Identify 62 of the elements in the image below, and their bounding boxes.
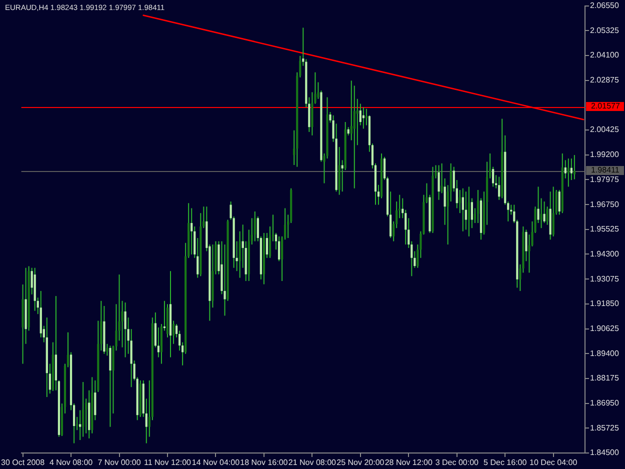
x-tick-label: 4 Nov 08:00 [49, 458, 94, 468]
x-tick-label: 10 Dec 04:00 [530, 458, 578, 468]
y-tick-label: 1.96750 [590, 200, 620, 209]
x-tick-label: 25 Nov 20:00 [336, 458, 385, 468]
x-tick-label: 14 Nov 04:00 [192, 458, 240, 468]
candlestick [94, 380, 96, 421]
y-tick-label: 1.99200 [590, 150, 620, 160]
y-tick-label: 1.85725 [590, 423, 620, 432]
y-tick-label: 1.91850 [590, 299, 620, 308]
candlestick [341, 160, 344, 192]
candlestick [76, 416, 78, 431]
candlestick [190, 208, 193, 255]
y-tick-label: 1.88175 [590, 374, 620, 383]
y-tick-label: 1.84500 [590, 448, 620, 458]
candlestick [567, 158, 570, 188]
candlestick [79, 410, 82, 441]
candlestick [109, 345, 112, 428]
y-tick-label: 1.97975 [590, 174, 620, 184]
y-tick-label: 2.04100 [590, 50, 620, 60]
candlestick [278, 236, 280, 262]
y-tick-label: 2.05325 [590, 26, 620, 35]
candlestick [124, 302, 126, 358]
candlestick [224, 244, 226, 316]
y-tick-label: 1.95525 [590, 224, 620, 234]
candlestick [470, 198, 474, 229]
candlestick [172, 320, 175, 344]
candlestick [254, 210, 256, 242]
x-tick-label: 21 Nov 08:00 [288, 458, 337, 468]
candlestick [365, 108, 368, 126]
y-tick-label: 1.94300 [590, 249, 620, 258]
x-tick-label: 30 Oct 2008 [0, 458, 46, 468]
ref-line-label: 1.98411 [591, 166, 620, 175]
candlestick [106, 343, 108, 356]
x-tick-label: 18 Nov 16:00 [240, 458, 288, 468]
candlestick [498, 176, 500, 200]
x-tick-label: 5 Dec 16:00 [484, 458, 528, 468]
y-tick-label: 1.86950 [590, 398, 620, 408]
y-tick-label: 2.00425 [590, 125, 620, 134]
candlestick [462, 188, 464, 232]
x-tick-label: 7 Nov 00:00 [98, 458, 142, 468]
y-tick-label: 1.89400 [590, 348, 620, 358]
x-tick-label: 28 Nov 12:00 [384, 458, 433, 468]
candlestick [543, 201, 546, 224]
candlestick [438, 164, 440, 200]
candlestick [464, 191, 467, 230]
candlestick [540, 198, 542, 229]
candlestick [570, 158, 572, 181]
y-tick-label: 1.90625 [590, 324, 620, 333]
x-tick-label: 3 Dec 00:00 [435, 458, 480, 468]
x-tick-label: 11 Nov 12:00 [144, 458, 192, 468]
candlestick [558, 189, 560, 216]
ref-line-label: 2.01577 [591, 102, 620, 111]
candlestick [573, 154, 576, 180]
candlestick [266, 232, 268, 258]
candlestick [537, 186, 540, 224]
candlestick [476, 189, 480, 224]
candlestick [552, 186, 554, 237]
y-tick-label: 1.93075 [590, 274, 620, 284]
y-tick-label: 2.02875 [590, 76, 620, 85]
y-tick-label: 2.06550 [590, 1, 620, 10]
candlestick [468, 186, 470, 237]
candlestick [82, 382, 84, 438]
